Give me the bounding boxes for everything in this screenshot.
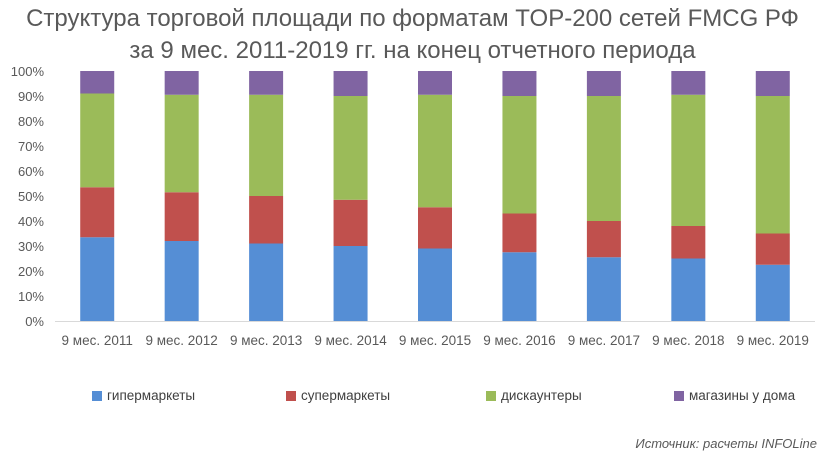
bar-segment-4 [249, 71, 284, 95]
legend-label: гипермаркеты [107, 388, 196, 403]
x-tick-label: 9 мес. 2017 [568, 333, 640, 348]
legend-swatch [674, 390, 684, 401]
bar-segment-2 [80, 187, 115, 238]
stacked-bar-chart: 0% 10% 20% 30% 40% 50% 60% 70% 80% 90% 100% 9 мес. … [11, 64, 815, 348]
bar-segment-1 [586, 257, 621, 321]
bar-segment-4 [164, 71, 199, 95]
x-tick-label: 9 мес. 2012 [145, 333, 217, 348]
legend-item: дискаунтеры [486, 388, 582, 403]
bar-segment-2 [333, 199, 368, 246]
legend-swatch [486, 390, 496, 401]
bar-segment-2 [249, 196, 284, 244]
x-tick-label: 9 мес. 2018 [652, 333, 724, 348]
x-tick-label: 9 мес. 2013 [230, 333, 302, 348]
bar-segment-3 [418, 94, 452, 208]
legend-item: супермаркеты [286, 388, 390, 403]
y-tick-label: 100% [11, 64, 45, 79]
y-tick-label: 60% [18, 164, 44, 179]
y-tick-label: 50% [18, 189, 44, 204]
bar-segment-3 [671, 94, 706, 226]
bar-segment-4 [80, 71, 115, 94]
bar-segment-4 [418, 71, 452, 95]
bar-segment-2 [164, 192, 199, 241]
legend-item: гипермаркеты [92, 388, 195, 403]
bar-segment-1 [333, 246, 368, 321]
y-tick-label: 90% [18, 89, 44, 104]
y-tick-label: 40% [18, 214, 44, 229]
y-tick-label: 0% [25, 314, 44, 329]
bar-segment-2 [586, 221, 621, 258]
y-tick-label: 80% [18, 114, 44, 129]
legend-label: супермаркеты [301, 388, 391, 403]
chart-subtitle: за 9 мес. 2011-2019 гг. на конец отчетно… [129, 37, 696, 64]
x-tick-label: 9 мес. 2019 [737, 333, 809, 348]
chart-title: Структура торговой площади по форматам T… [26, 5, 799, 32]
bar-segment-3 [249, 94, 284, 196]
legend-swatch [92, 390, 102, 401]
bar-segment-3 [164, 94, 199, 193]
bar-segment-4 [502, 71, 537, 96]
y-tick-label: 70% [18, 139, 44, 154]
bar-segment-4 [586, 71, 621, 96]
legend-swatch [286, 390, 296, 401]
bar-segment-4 [755, 71, 790, 96]
bar-segment-2 [418, 207, 452, 249]
bar-segment-1 [418, 248, 452, 321]
y-tick-label: 30% [18, 239, 44, 254]
bar-segment-1 [671, 258, 706, 321]
bar-segment-2 [671, 226, 706, 259]
bar-segment-1 [249, 243, 284, 321]
legend-label: магазины у дома [689, 388, 796, 403]
bar-segment-3 [333, 96, 368, 200]
source-note: Источник: расчеты INFOLine [635, 436, 817, 451]
x-tick-label: 9 мес. 2011 [62, 333, 133, 348]
legend-label: дискаунтеры [501, 388, 582, 403]
y-tick-label: 10% [18, 289, 44, 304]
bar-segment-3 [502, 96, 537, 214]
legend-item: магазины у дома [674, 388, 795, 403]
bar-segment-1 [502, 252, 537, 321]
bar-segment-3 [80, 93, 115, 188]
bar-segment-3 [755, 96, 790, 234]
bar-segment-2 [502, 213, 537, 253]
bar-segment-4 [333, 71, 368, 96]
x-tick-label: 9 мес. 2016 [483, 333, 555, 348]
bar-segment-3 [586, 96, 621, 221]
y-tick-label: 20% [18, 264, 44, 279]
bar-segment-1 [164, 241, 199, 321]
x-tick-label: 9 мес. 2014 [314, 333, 387, 348]
x-tick-label: 9 мес. 2015 [399, 333, 471, 348]
bar-segment-4 [671, 71, 706, 95]
bar-segment-1 [755, 264, 790, 321]
legend: гипермаркеты супермаркеты дискаунтеры магаз… [0, 388, 825, 408]
bar-segment-2 [755, 233, 790, 265]
bar-segment-1 [80, 237, 115, 321]
